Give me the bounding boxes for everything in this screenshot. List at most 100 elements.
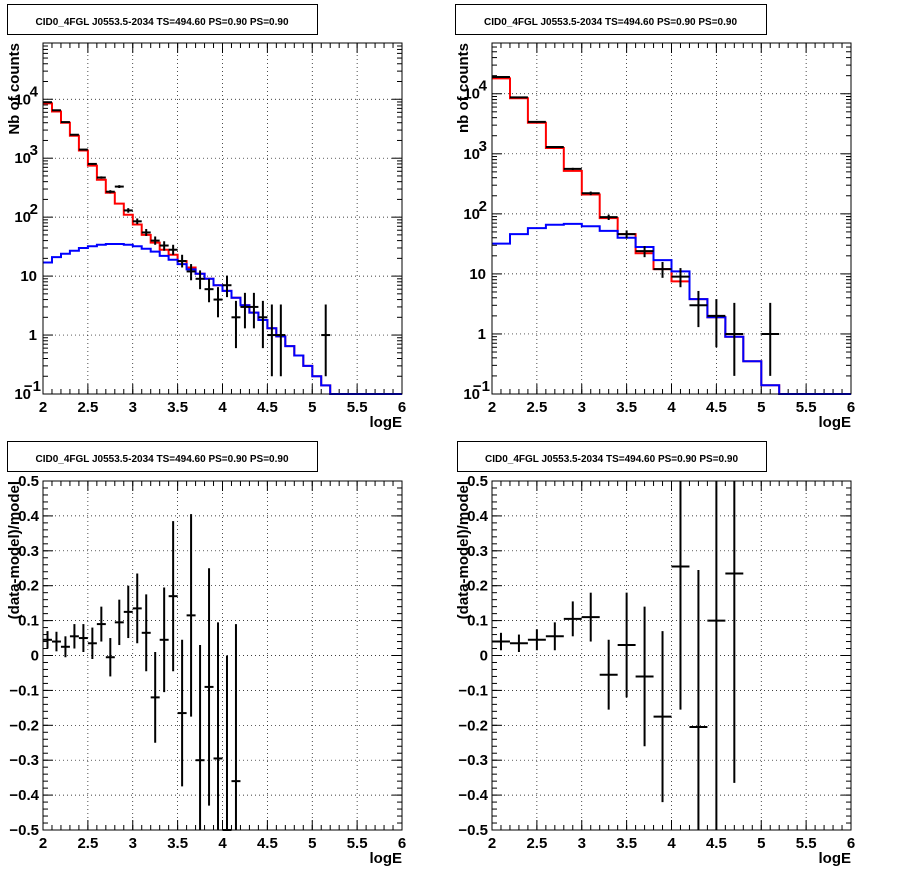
data-point bbox=[671, 268, 690, 288]
y-tick-label: 0.3 bbox=[467, 543, 488, 560]
data-point bbox=[51, 109, 61, 112]
data-point bbox=[105, 638, 115, 677]
x-tick-label: 6 bbox=[398, 399, 406, 416]
chart-title-box bbox=[457, 441, 767, 472]
x-tick-label: 2 bbox=[39, 835, 47, 852]
data-point bbox=[527, 629, 546, 651]
x-tick-label: 5.5 bbox=[347, 835, 368, 852]
data-point bbox=[761, 302, 780, 376]
x-tick-label: 2.5 bbox=[526, 835, 547, 852]
x-axis-label: logE bbox=[819, 414, 852, 431]
data-point bbox=[563, 167, 582, 171]
y-tick-label: 10 bbox=[14, 209, 31, 226]
chart-title: CID0_4FGL J0553.5-2034 TS=494.60 PS=0.90… bbox=[485, 454, 738, 465]
y-axis-label: Nb of counts bbox=[6, 43, 23, 135]
data-point bbox=[617, 592, 636, 698]
series-step-line-1 bbox=[43, 243, 402, 395]
data-point bbox=[725, 302, 744, 376]
x-tick-label: 4.5 bbox=[706, 835, 727, 852]
data-point bbox=[69, 133, 79, 136]
x-tick-label: 4 bbox=[667, 399, 676, 416]
plot-frame bbox=[491, 480, 852, 831]
chart-panel-4: CID0_4FGL J0553.5-2034 TS=494.60 PS=0.90… bbox=[455, 441, 855, 867]
data-point bbox=[132, 573, 142, 644]
data-point bbox=[527, 120, 546, 123]
x-tick-label: 5 bbox=[308, 399, 316, 416]
data-point bbox=[168, 521, 178, 672]
data-point bbox=[96, 606, 106, 642]
y-tick-label: 0.5 bbox=[18, 473, 39, 490]
data-point bbox=[231, 624, 241, 830]
data-point bbox=[150, 652, 160, 743]
x-tick-label: 3 bbox=[578, 399, 586, 416]
data-point bbox=[707, 299, 726, 348]
y-tick-label: 0.3 bbox=[18, 543, 39, 560]
data-point bbox=[168, 244, 178, 255]
x-tick-label: 6 bbox=[398, 835, 406, 852]
data-point bbox=[653, 631, 672, 803]
y-tick-label: 0 bbox=[480, 648, 488, 665]
y-tick-label: 10 bbox=[463, 146, 480, 163]
data-point bbox=[141, 228, 151, 236]
data-point bbox=[249, 292, 259, 329]
y-tick-label: 1 bbox=[478, 326, 486, 343]
chart-title: CID0_4FGL J0553.5-2034 TS=494.60 PS=0.90… bbox=[484, 17, 737, 28]
x-tick-label: 4 bbox=[218, 399, 227, 416]
x-tick-label: 2.5 bbox=[77, 835, 98, 852]
x-tick-label: 5.5 bbox=[796, 399, 817, 416]
y-tick-label: −0.3 bbox=[9, 752, 39, 769]
data-point bbox=[653, 261, 672, 278]
chart-title-box bbox=[7, 4, 318, 35]
y-tick-exponent: 4 bbox=[30, 83, 39, 100]
x-tick-label: 3.5 bbox=[616, 835, 637, 852]
data-point bbox=[105, 190, 115, 194]
data-point bbox=[509, 96, 528, 99]
data-point bbox=[43, 631, 52, 649]
data-point bbox=[581, 191, 600, 196]
x-axis-label: logE bbox=[819, 850, 852, 867]
y-tick-label: −0.5 bbox=[458, 822, 488, 839]
x-tick-label: 3.5 bbox=[167, 835, 188, 852]
y-tick-label: 0.5 bbox=[467, 473, 488, 490]
y-tick-label: 0.4 bbox=[467, 508, 489, 525]
data-point bbox=[204, 568, 214, 806]
chart-title: CID0_4FGL J0553.5-2034 TS=494.60 PS=0.90… bbox=[35, 17, 288, 28]
data-point bbox=[213, 287, 223, 318]
data-point bbox=[617, 230, 636, 239]
data-point bbox=[276, 304, 286, 377]
data-point bbox=[141, 594, 151, 672]
y-tick-label: 0.2 bbox=[18, 578, 39, 595]
data-point bbox=[545, 622, 564, 651]
data-point bbox=[725, 481, 744, 783]
chart-panel-1: CID0_4FGL J0553.5-2034 TS=494.60 PS=0.90… bbox=[6, 4, 406, 431]
data-point bbox=[222, 275, 232, 298]
y-tick-label: 0.2 bbox=[467, 578, 488, 595]
data-point bbox=[177, 639, 187, 787]
x-tick-label: 5 bbox=[757, 835, 765, 852]
chart-panel-2: CID0_4FGL J0553.5-2034 TS=494.60 PS=0.90… bbox=[455, 4, 855, 431]
y-tick-label: 0 bbox=[31, 648, 39, 665]
y-tick-label: 10 bbox=[14, 91, 31, 108]
data-point bbox=[581, 592, 600, 642]
y-tick-exponent: 3 bbox=[479, 138, 487, 155]
data-point bbox=[159, 241, 169, 251]
y-tick-exponent: 3 bbox=[30, 142, 38, 159]
y-tick-exponent: −1 bbox=[473, 378, 490, 395]
x-tick-label: 3 bbox=[129, 835, 137, 852]
chart-panel-3: CID0_4FGL J0553.5-2034 TS=494.60 PS=0.90… bbox=[6, 441, 406, 867]
data-point bbox=[213, 622, 223, 830]
data-point bbox=[96, 176, 106, 179]
y-tick-label: 0.1 bbox=[467, 613, 488, 630]
data-point bbox=[492, 632, 510, 651]
x-tick-label: 2.5 bbox=[526, 399, 547, 416]
x-axis-label: logE bbox=[370, 414, 403, 431]
data-point bbox=[51, 631, 61, 652]
y-tick-label: −0.2 bbox=[458, 717, 488, 734]
y-tick-exponent: −1 bbox=[24, 378, 41, 395]
plot-frame bbox=[42, 42, 403, 395]
y-tick-label: −0.4 bbox=[458, 787, 488, 804]
data-point bbox=[321, 304, 331, 377]
plot-frame bbox=[491, 42, 852, 395]
x-tick-label: 3 bbox=[129, 399, 137, 416]
